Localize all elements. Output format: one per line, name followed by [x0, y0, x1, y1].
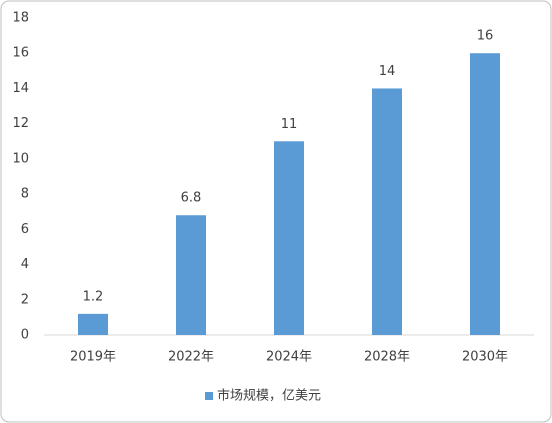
- x-tick-label: 2028年: [364, 350, 410, 365]
- legend-label: 市场规模，亿美元: [217, 388, 321, 404]
- y-tick-label: 12: [12, 116, 29, 131]
- y-tick-label: 8: [21, 187, 29, 202]
- y-tick-label: 18: [12, 11, 29, 26]
- x-tick-label: 2024年: [266, 350, 312, 365]
- bar: [372, 88, 402, 335]
- bar: [470, 53, 500, 335]
- data-label: 16: [477, 29, 494, 44]
- bar: [78, 313, 108, 335]
- y-tick-label: 0: [21, 328, 29, 343]
- x-tick-label: 2030年: [462, 350, 508, 365]
- y-tick-label: 10: [12, 151, 29, 166]
- x-tick-label: 2019年: [70, 350, 116, 365]
- y-tick-label: 16: [12, 46, 29, 61]
- y-tick-label: 2: [21, 292, 29, 307]
- x-tick-label: 2022年: [168, 350, 214, 365]
- y-tick-label: 14: [12, 81, 29, 96]
- bar: [274, 141, 304, 335]
- y-tick-label: 6: [21, 222, 29, 237]
- data-label: 11: [281, 117, 298, 132]
- data-label: 6.8: [181, 191, 202, 206]
- data-label: 1.2: [83, 289, 104, 304]
- data-label: 14: [379, 64, 396, 79]
- y-tick-label: 4: [21, 257, 29, 272]
- legend-swatch: [205, 392, 213, 400]
- bar: [176, 215, 206, 335]
